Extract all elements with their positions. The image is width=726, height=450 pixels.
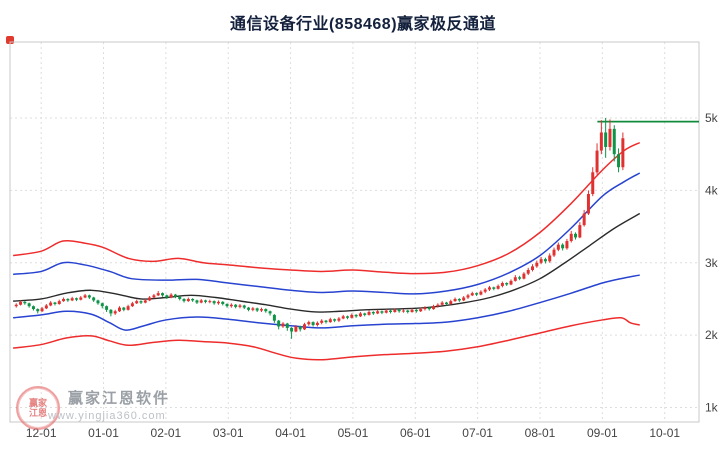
x-axis-label: 09-01 <box>587 426 618 440</box>
x-axis-label: 12-01 <box>26 426 57 440</box>
upper-outer-band <box>13 141 641 275</box>
x-axis-label: 10-01 <box>649 426 680 440</box>
chart-title: 通信设备行业(858468)赢家极反通道 <box>229 16 497 33</box>
upper-inner-band <box>13 172 641 295</box>
candlestick-series <box>14 118 625 339</box>
y-axis-label: 2k <box>705 328 719 342</box>
x-axis-label: 04-01 <box>275 426 306 440</box>
x-axis-label: 07-01 <box>462 426 493 440</box>
red-marker-icon <box>6 36 14 44</box>
gridlines <box>10 42 699 422</box>
x-axis-label: 08-01 <box>525 426 556 440</box>
x-axis-label: 05-01 <box>338 426 369 440</box>
y-axis-label: 4k <box>705 183 719 197</box>
x-axis-label: 06-01 <box>400 426 431 440</box>
plot-border <box>9 41 700 423</box>
x-axis-label: 03-01 <box>213 426 244 440</box>
lower-inner-band <box>13 274 640 331</box>
y-axis-label: 3k <box>705 256 719 270</box>
y-axis-label: 5k <box>705 111 719 125</box>
lower-outer-band <box>13 316 640 361</box>
x-axis-label: 02-01 <box>151 426 182 440</box>
y-axis-label: 1k <box>705 401 719 415</box>
middle-line <box>13 212 641 313</box>
x-axis-label: 01-01 <box>88 426 119 440</box>
y-axis-labels: 1k 2k 3k 4k 5k <box>705 111 719 415</box>
x-axis-labels: 12-01 01-01 02-01 03-01 04-01 05-01 06-01 07-01… <box>26 426 681 440</box>
